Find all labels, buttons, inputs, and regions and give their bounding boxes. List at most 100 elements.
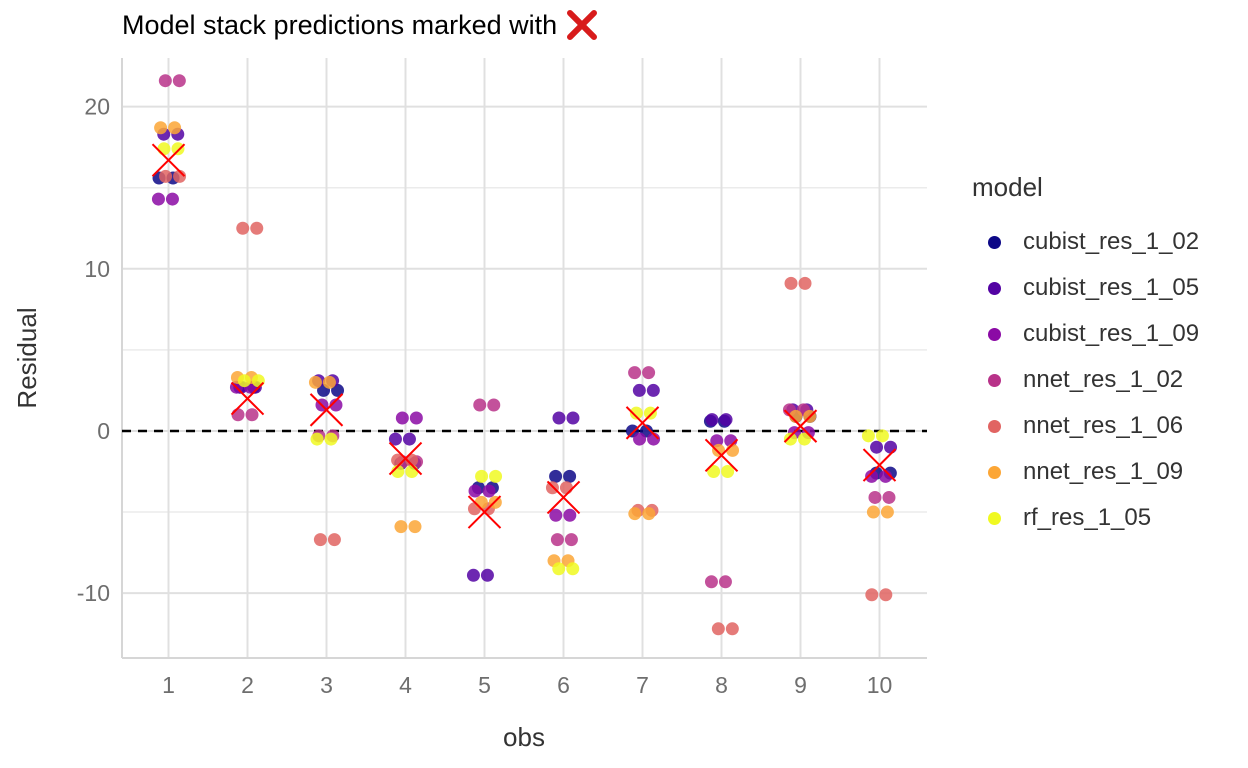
marker-stroke — [783, 409, 818, 443]
x-tick-label: 7 — [636, 672, 649, 698]
legend-item: nnet_res_1_09 — [972, 449, 1199, 495]
marker-stroke — [309, 393, 344, 427]
data-point — [408, 520, 422, 534]
marker-stroke — [467, 495, 502, 529]
data-point — [324, 432, 338, 446]
data-point — [157, 142, 171, 156]
data-point — [388, 432, 402, 446]
y-tick-label: -10 — [77, 580, 110, 606]
legend-swatch — [988, 235, 1001, 249]
data-point — [642, 366, 656, 380]
data-point — [783, 432, 797, 446]
x-tick-label: 6 — [557, 672, 570, 698]
data-points — [151, 74, 898, 636]
data-point — [884, 440, 898, 454]
data-point — [402, 432, 416, 446]
legend-label: cubist_res_1_02 — [1023, 228, 1200, 255]
data-point — [329, 398, 343, 412]
tick-labels: -10 0 10 20 1 2 3 4 5 6 7 8 9 10 — [77, 94, 893, 698]
data-point — [549, 469, 563, 483]
x-tick-label: 3 — [320, 672, 333, 698]
data-point — [480, 568, 494, 582]
marker-stroke — [625, 406, 660, 440]
data-point — [474, 495, 488, 509]
stack-prediction-marker — [230, 381, 265, 416]
legend-swatch — [988, 281, 1001, 295]
legend-items: cubist_res_1_02 cubist_res_1_05 cubist_res… — [972, 219, 1199, 541]
legend-label: rf_res_1_05 — [1023, 504, 1152, 531]
data-point — [165, 192, 179, 206]
marker-stroke — [546, 480, 581, 515]
stack-prediction-marker — [862, 448, 897, 482]
data-point — [550, 533, 564, 547]
x-tick-label: 8 — [715, 672, 728, 698]
stack-prediction-marker — [309, 393, 344, 427]
data-point — [704, 575, 718, 589]
data-point — [718, 575, 732, 589]
data-point — [861, 429, 875, 443]
data-point — [875, 429, 889, 443]
y-tick-label: 20 — [84, 94, 110, 120]
marker-stroke — [230, 381, 265, 416]
data-point — [237, 374, 251, 388]
data-point — [482, 484, 496, 498]
x-tick-label: 4 — [399, 672, 412, 698]
data-point — [705, 413, 719, 427]
stack-prediction-marker — [151, 143, 186, 177]
data-point — [566, 411, 580, 425]
data-point — [865, 469, 879, 483]
legend-label: nnet_res_1_06 — [1023, 412, 1184, 439]
data-point — [308, 375, 322, 389]
data-point — [549, 508, 563, 522]
y-axis-title: Residual — [12, 307, 42, 408]
data-point — [473, 398, 487, 412]
marker-stroke — [704, 438, 739, 473]
chart-title: Model stack predictions marked with — [122, 8, 599, 42]
stack-prediction-marker — [783, 409, 818, 443]
data-point — [245, 408, 259, 422]
data-point — [711, 622, 725, 636]
data-point — [784, 276, 798, 290]
data-point — [629, 406, 643, 420]
data-point — [633, 432, 647, 446]
data-point — [172, 74, 186, 88]
data-point — [879, 588, 893, 602]
stack-prediction-marker — [704, 438, 739, 473]
data-point — [789, 409, 803, 423]
y-tick-label: 0 — [97, 418, 110, 444]
data-point — [394, 520, 408, 534]
data-point — [395, 411, 409, 425]
x-tick-label: 10 — [867, 672, 893, 698]
data-point — [870, 440, 884, 454]
marker-stroke — [862, 448, 897, 482]
legend-label: nnet_res_1_02 — [1023, 366, 1184, 393]
data-point — [322, 375, 336, 389]
legend-item: cubist_res_1_09 — [972, 311, 1199, 357]
stack-prediction-marker — [625, 406, 660, 440]
chart-title-text: Model stack predictions marked with — [122, 9, 558, 40]
stack-prediction-marker — [388, 441, 423, 476]
stack-prediction-marker — [546, 480, 581, 515]
data-point — [797, 432, 811, 446]
data-point — [628, 366, 642, 380]
x-tick-label: 9 — [794, 672, 807, 698]
legend-label: cubist_res_1_09 — [1023, 320, 1200, 347]
y-tick-label: 10 — [84, 256, 110, 282]
marker-stroke — [151, 143, 186, 177]
data-point — [642, 507, 656, 521]
data-point — [710, 434, 724, 448]
red-x-icon — [567, 10, 598, 40]
data-point — [564, 533, 578, 547]
data-point — [158, 74, 172, 88]
x-axis-title: obs — [503, 722, 545, 752]
data-point — [154, 121, 168, 135]
data-point — [798, 276, 812, 290]
x-tick-label: 5 — [478, 672, 491, 698]
data-point — [880, 505, 894, 519]
legend-label: nnet_res_1_09 — [1023, 458, 1184, 485]
data-point — [250, 221, 264, 235]
legend-swatch — [988, 419, 1001, 433]
data-point — [171, 142, 185, 156]
legend-item: rf_res_1_05 — [972, 495, 1199, 541]
